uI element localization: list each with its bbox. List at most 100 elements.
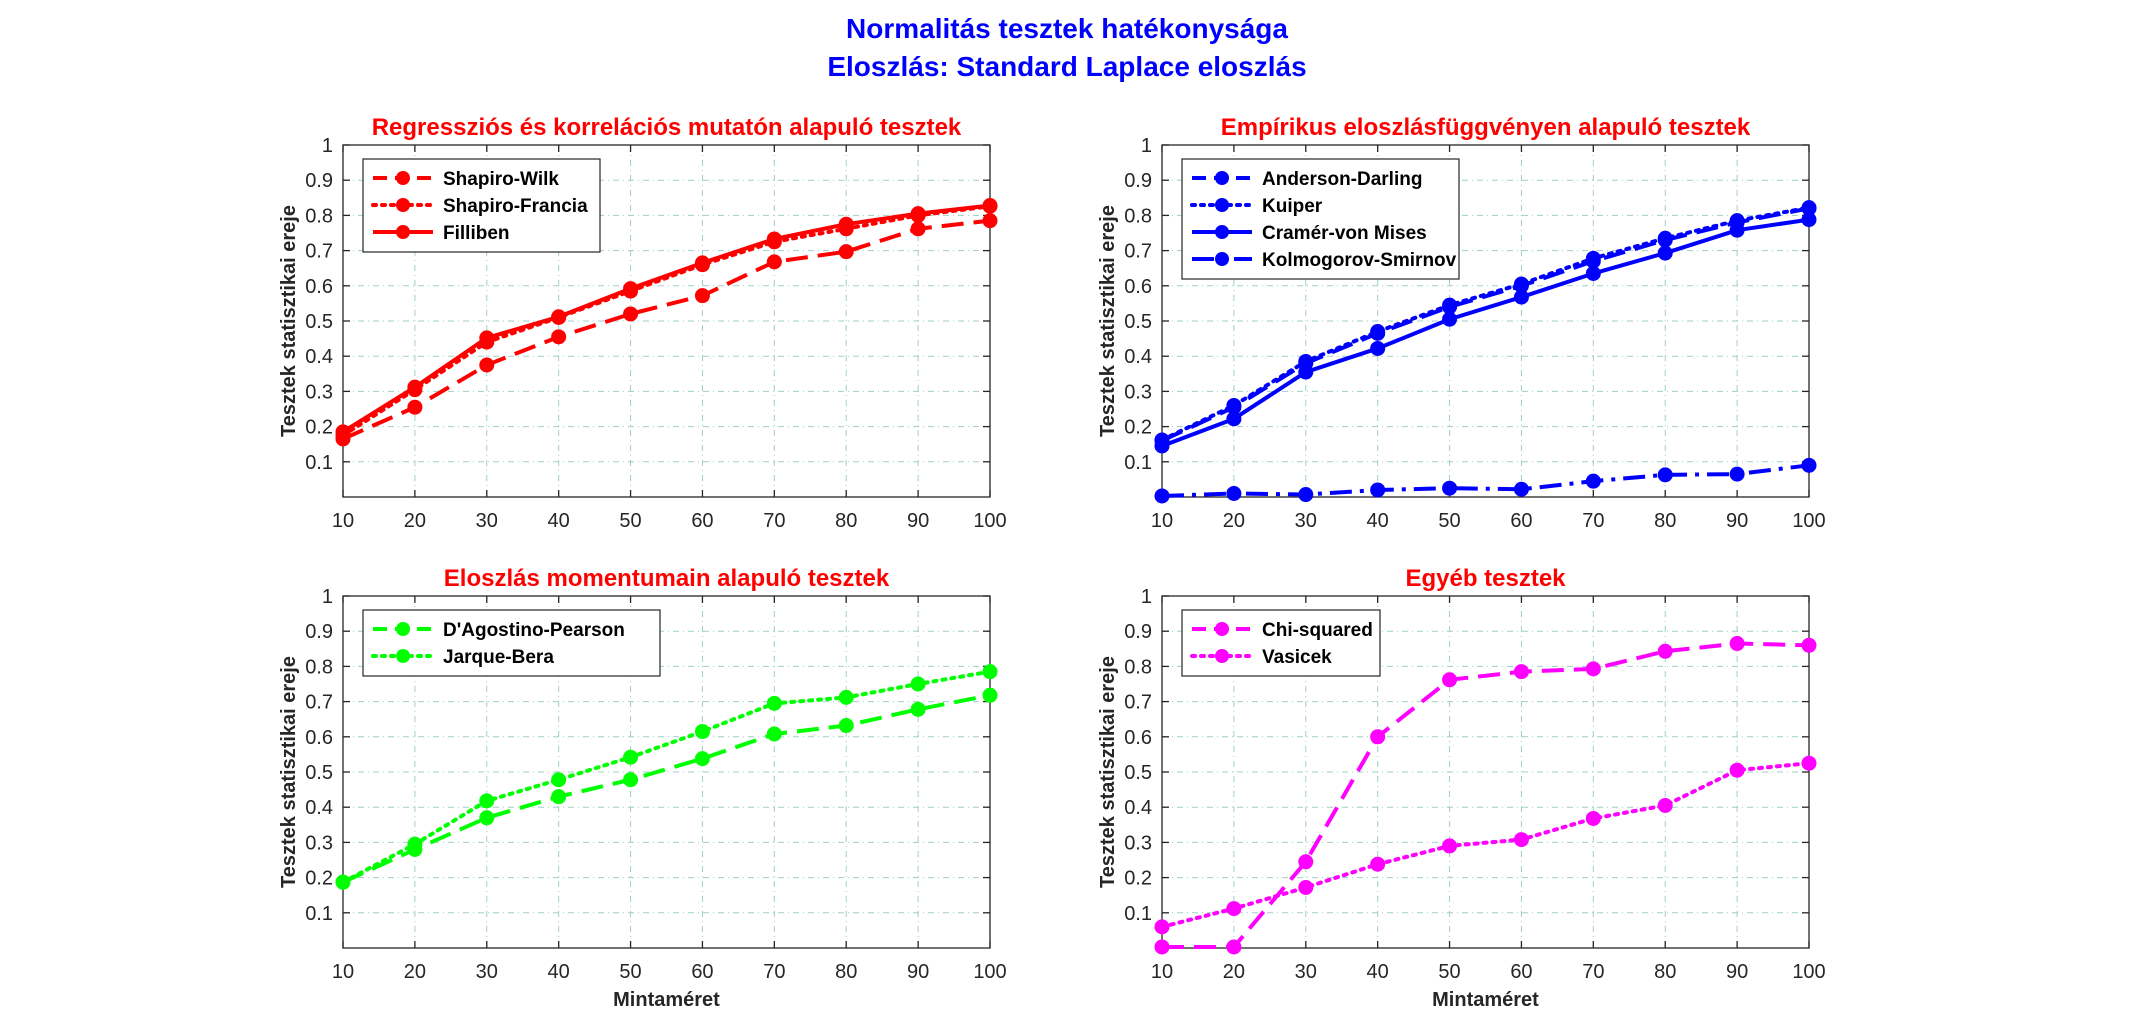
- data-point: [694, 724, 710, 740]
- x-tick-label: 40: [548, 961, 570, 983]
- chart-panel-3: 10 20 30 40 50 60 70 80 90 100 0.1 0.2 0.3 0.4 0.5 0.6 0…: [278, 565, 1007, 1011]
- x-tick-label: 100: [973, 510, 1006, 532]
- y-tick-label: 0.1: [305, 452, 333, 474]
- panel-title: Eloszlás momentumain alapuló tesztek: [444, 565, 890, 592]
- x-tick-label: 40: [1367, 961, 1389, 983]
- data-point: [1370, 324, 1386, 340]
- y-tick-label: 0.2: [1124, 417, 1152, 439]
- data-point: [1442, 480, 1458, 496]
- data-point: [1729, 222, 1745, 238]
- y-tick-label: 1: [1141, 135, 1152, 157]
- legend-entry-label: Chi-squared: [1262, 620, 1373, 641]
- data-point: [694, 751, 710, 767]
- data-point: [1370, 340, 1386, 356]
- y-tick-label: 0.3: [305, 832, 333, 854]
- x-tick-label: 10: [332, 961, 354, 983]
- x-tick-label: 20: [1223, 961, 1245, 983]
- y-tick-label: 0.4: [1124, 346, 1152, 368]
- x-tick-label: 90: [1726, 510, 1748, 532]
- x-tick-label: 80: [835, 510, 857, 532]
- data-point: [1298, 487, 1314, 503]
- y-tick-label: 0.7: [1124, 241, 1152, 263]
- x-tick-label: 70: [763, 961, 785, 983]
- series-line: [342, 218, 991, 441]
- data-point: [1801, 212, 1817, 228]
- data-point: [910, 701, 926, 717]
- data-point: [335, 424, 351, 440]
- x-tick-label: 20: [404, 510, 426, 532]
- legend: D'Agostino-Pearson Jarque-Bera: [362, 609, 661, 677]
- y-tick-label: 0.9: [1124, 170, 1152, 192]
- data-point: [694, 255, 710, 271]
- data-point: [1657, 230, 1673, 246]
- chart-panel-1: 10 20 30 40 50 60 70 80 90 100 0.1 0.2 0.3 0.4 0.5 0.6 0…: [278, 114, 1007, 532]
- x-tick-label: 10: [1151, 961, 1173, 983]
- data-point: [1226, 485, 1242, 501]
- data-point: [407, 379, 423, 395]
- series-chi-squared: [1154, 636, 1817, 955]
- data-point: [551, 309, 567, 325]
- data-point: [1585, 661, 1601, 677]
- data-point: [1801, 637, 1817, 653]
- y-tick-label: 0.6: [305, 727, 333, 749]
- series-filliben: [335, 198, 998, 440]
- data-point: [982, 664, 998, 680]
- x-tick-label: 60: [691, 510, 713, 532]
- series-kolmogorov-smirnov: [1154, 457, 1817, 504]
- data-point: [1442, 672, 1458, 688]
- data-point: [407, 836, 423, 852]
- x-tick-label: 60: [1510, 510, 1532, 532]
- y-tick-label: 0.9: [305, 170, 333, 192]
- y-tick-label: 0.1: [1124, 903, 1152, 925]
- data-point: [1154, 488, 1170, 504]
- legend-entry-label: Shapiro-Wilk: [443, 169, 559, 190]
- data-point: [910, 221, 926, 237]
- data-point: [1513, 289, 1529, 305]
- y-tick-label: 0.3: [1124, 381, 1152, 403]
- data-point: [1513, 276, 1529, 292]
- data-point: [766, 254, 782, 270]
- data-point: [1442, 311, 1458, 327]
- legend-entry-label: Vasicek: [1262, 647, 1332, 668]
- data-point: [1154, 939, 1170, 955]
- data-point: [1226, 397, 1242, 413]
- x-tick-label: 30: [1295, 961, 1317, 983]
- x-tick-label: 100: [1792, 510, 1825, 532]
- y-tick-label: 0.1: [305, 903, 333, 925]
- data-point: [1298, 879, 1314, 895]
- data-point: [479, 793, 495, 809]
- y-tick-label: 0.7: [1124, 692, 1152, 714]
- y-tick-label: 0.5: [305, 762, 333, 784]
- data-point: [1729, 636, 1745, 652]
- y-tick-label: 0.8: [305, 656, 333, 678]
- x-tick-label: 50: [619, 510, 641, 532]
- y-tick-label: 0.6: [1124, 727, 1152, 749]
- x-tick-label: 10: [332, 510, 354, 532]
- x-tick-label: 60: [691, 961, 713, 983]
- legend-marker: [396, 649, 410, 663]
- data-point: [1154, 919, 1170, 935]
- data-point: [1729, 762, 1745, 778]
- y-tick-label: 0.8: [1124, 205, 1152, 227]
- legend-entry-label: Cramér-von Mises: [1262, 223, 1427, 244]
- x-tick-label: 30: [476, 961, 498, 983]
- legend-entry-label: Kuiper: [1262, 196, 1323, 217]
- y-tick-label: 0.5: [1124, 311, 1152, 333]
- y-tick-label: 0.9: [305, 621, 333, 643]
- x-tick-label: 100: [973, 961, 1006, 983]
- x-tick-label: 60: [1510, 961, 1532, 983]
- data-point: [910, 676, 926, 692]
- legend-marker: [1215, 171, 1229, 185]
- data-point: [1226, 939, 1242, 955]
- series-cram-r-von-mises: [1154, 212, 1817, 454]
- y-tick-label: 0.3: [1124, 832, 1152, 854]
- y-tick-label: 0.6: [305, 276, 333, 298]
- y-tick-label: 0.2: [305, 868, 333, 890]
- legend: Shapiro-Wilk Shapiro-Francia Filliben: [362, 158, 601, 253]
- figure-title-line-2: Eloszlás: Standard Laplace eloszlás: [827, 51, 1306, 82]
- legend-entry-label: Filliben: [443, 223, 510, 244]
- series-jarque-bera: [335, 664, 998, 890]
- series-line: [1160, 761, 1811, 929]
- data-point: [1226, 411, 1242, 427]
